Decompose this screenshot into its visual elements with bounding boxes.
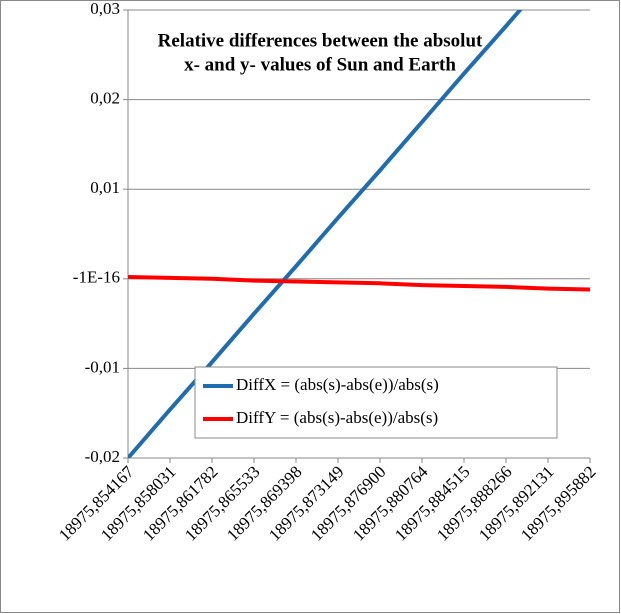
y-tick-label: 0,03 [90, 0, 120, 18]
y-tick-label: -0,02 [85, 447, 120, 466]
series-line [128, 275, 591, 292]
legend-label: DiffY = (abs(s)-abs(e))/abs(s) [236, 408, 438, 427]
chart-title: Relative differences between the absolut [158, 30, 483, 51]
legend-box [194, 366, 558, 439]
chart-title: x- and y- values of Sun and Earth [184, 54, 456, 75]
y-tick-label: 0,02 [90, 89, 120, 108]
legend-label: DiffX = (abs(s)-abs(e))/abs(s) [236, 375, 439, 394]
y-tick-label: -0,01 [85, 357, 120, 376]
y-tick-label: 0,01 [90, 178, 120, 197]
y-tick-label: -1E-16 [73, 268, 120, 287]
